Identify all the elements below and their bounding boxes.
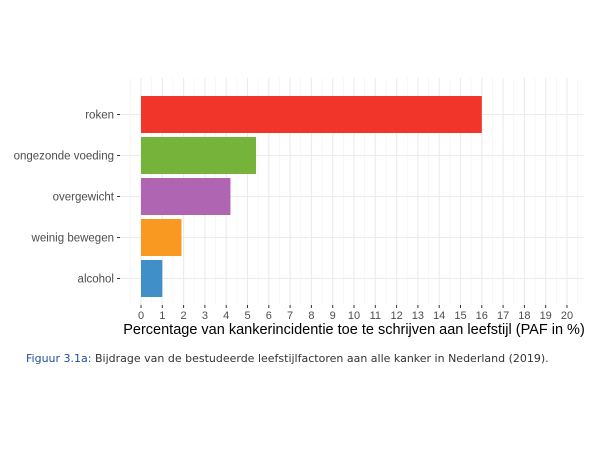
x-tick-label: 5: [244, 310, 250, 322]
x-tick-label: 19: [540, 310, 552, 322]
x-tick-label: 11: [370, 310, 381, 322]
x-tick-label: 8: [308, 310, 314, 322]
bar-alcohol: [141, 260, 163, 297]
category-label: roken: [85, 110, 114, 122]
category-label: ongezonde voeding: [14, 151, 114, 163]
bars: [141, 96, 482, 297]
bar-overgewicht: [141, 178, 231, 215]
x-tick-label: 14: [433, 310, 445, 322]
x-tick-label: 10: [348, 310, 360, 322]
x-tick-label: 17: [497, 310, 509, 322]
x-tick-label: 7: [287, 310, 293, 322]
x-tick-label: 18: [518, 310, 530, 322]
category-labels: roken ongezonde voeding overgewicht weinig …: [14, 110, 120, 286]
bar-roken: [141, 96, 482, 133]
x-tick-label: 0: [138, 310, 144, 322]
x-axis-ticks: 0 1 2 3 4 5 6 7 8 9 10 11 12 13 14 15 16 17 18 19 20: [138, 305, 573, 322]
x-tick-label: 1: [159, 310, 165, 322]
x-tick-label: 16: [476, 310, 488, 322]
x-tick-label: 15: [454, 310, 466, 322]
figure-number: Figuur 3.1a:: [26, 352, 92, 365]
bar-ongezonde-voeding: [141, 137, 257, 174]
x-tick-label: 6: [266, 310, 272, 322]
caption-text: Bijdrage van de bestudeerde leefstijlfac…: [91, 352, 549, 365]
figure-caption: Figuur 3.1a: Bijdrage van de bestudeerde…: [26, 352, 586, 365]
x-tick-label: 12: [390, 310, 402, 322]
x-tick-label: 13: [412, 310, 424, 322]
category-label: alcohol: [78, 274, 114, 286]
bar-chart: roken ongezonde voeding overgewicht weinig …: [14, 78, 585, 338]
x-tick-label: 3: [202, 310, 208, 322]
x-tick-label: 4: [223, 310, 229, 322]
category-label: overgewicht: [53, 192, 115, 204]
x-tick-label: 9: [330, 310, 336, 322]
x-tick-label: 20: [561, 310, 573, 322]
category-label: weinig bewegen: [31, 233, 114, 245]
x-tick-label: 2: [181, 310, 187, 322]
x-axis-title: Percentage van kankerincidentie toe te s…: [123, 322, 585, 338]
bar-weinig-bewegen: [141, 219, 182, 256]
